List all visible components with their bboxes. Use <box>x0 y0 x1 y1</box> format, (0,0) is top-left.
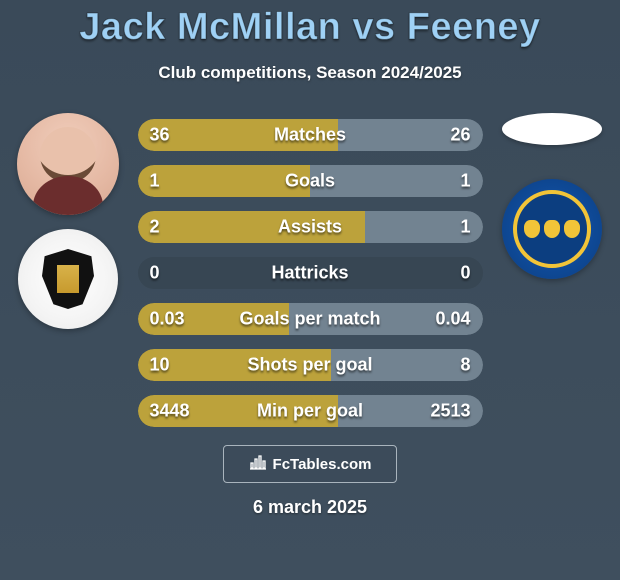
stat-value-left: 2 <box>150 217 160 238</box>
stat-bar: Assists 2 1 <box>138 211 483 243</box>
stat-bar: Goals 1 1 <box>138 165 483 197</box>
stat-bars: Matches 36 26 Goals 1 1 Assists 2 1 Hattricks 0 0 Go… <box>138 119 483 427</box>
stat-label: Goals <box>285 171 335 192</box>
stat-bar: Shots per goal 10 8 <box>138 349 483 381</box>
stat-label: Shots per goal <box>247 355 372 376</box>
stat-label: Min per goal <box>257 401 363 422</box>
stat-value-left: 10 <box>150 355 170 376</box>
stat-value-right: 26 <box>450 125 470 146</box>
page-title: Jack McMillan vs Feeney <box>0 0 620 49</box>
left-player-column <box>8 113 128 329</box>
stat-value-left: 0.03 <box>150 309 185 330</box>
player-left-club-logo <box>18 229 118 329</box>
player-right-club-logo <box>502 179 602 279</box>
stat-value-left: 0 <box>150 263 160 284</box>
stat-value-left: 36 <box>150 125 170 146</box>
shield-icon <box>42 249 94 309</box>
stat-value-left: 3448 <box>150 401 190 422</box>
stat-value-left: 1 <box>150 171 160 192</box>
stat-label: Assists <box>278 217 342 238</box>
right-player-column <box>492 113 612 279</box>
stat-value-right: 1 <box>460 217 470 238</box>
stat-label: Goals per match <box>239 309 380 330</box>
stat-bar: Min per goal 3448 2513 <box>138 395 483 427</box>
stat-value-right: 0 <box>460 263 470 284</box>
stat-bar: Matches 36 26 <box>138 119 483 151</box>
chart-icon <box>249 454 267 475</box>
footer-brand-text: FcTables.com <box>273 456 372 473</box>
stat-value-right: 8 <box>460 355 470 376</box>
comparison-content: Matches 36 26 Goals 1 1 Assists 2 1 Hattricks 0 0 Go… <box>0 119 620 427</box>
club-crest-icon <box>513 190 591 268</box>
stat-value-right: 1 <box>460 171 470 192</box>
stat-bar: Hattricks 0 0 <box>138 257 483 289</box>
stat-value-right: 2513 <box>430 401 470 422</box>
stat-label: Matches <box>274 125 346 146</box>
stat-bar: Goals per match 0.03 0.04 <box>138 303 483 335</box>
player-right-photo-placeholder <box>502 113 602 145</box>
player-left-photo <box>17 113 119 215</box>
subtitle: Club competitions, Season 2024/2025 <box>0 63 620 83</box>
comparison-date: 6 march 2025 <box>0 497 620 518</box>
stat-value-right: 0.04 <box>435 309 470 330</box>
stat-label: Hattricks <box>271 263 348 284</box>
footer-brand-badge: FcTables.com <box>223 445 397 483</box>
